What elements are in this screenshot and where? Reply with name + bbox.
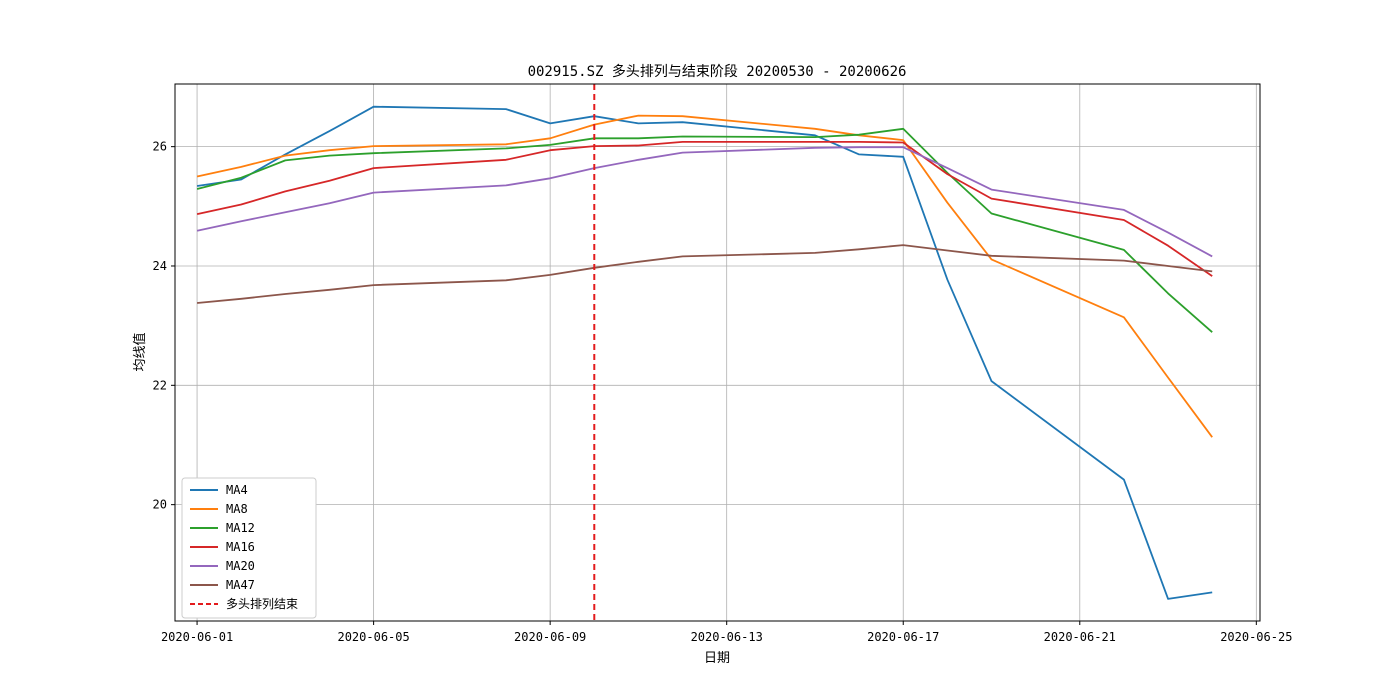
series-line-ma47 xyxy=(197,244,1213,304)
legend-label: MA8 xyxy=(226,502,248,516)
x-tick-label: 2020-06-25 xyxy=(1220,630,1292,644)
legend-label: MA4 xyxy=(226,483,248,497)
x-tick-label: 2020-06-09 xyxy=(514,630,586,644)
grid xyxy=(175,84,1260,621)
legend-label: MA20 xyxy=(226,559,255,573)
x-tick-label: 2020-06-13 xyxy=(691,630,763,644)
y-tick-label: 24 xyxy=(153,259,167,273)
y-tick-label: 22 xyxy=(153,378,167,392)
x-tick-label: 2020-06-05 xyxy=(337,630,409,644)
legend-box xyxy=(181,477,317,619)
x-tick-label: 2020-06-01 xyxy=(161,630,233,644)
series-line-ma16 xyxy=(196,140,1213,277)
series-line-ma4 xyxy=(196,105,1213,600)
x-tick-label: 2020-06-17 xyxy=(867,630,939,644)
y-tick-label: 20 xyxy=(153,498,167,512)
chart-title: 002915.SZ 多头排列与结束阶段 20200530 - 20200626 xyxy=(528,63,907,80)
y-tick-label: 26 xyxy=(153,140,167,154)
legend-label: MA16 xyxy=(226,540,255,554)
legend: MA4 MA8 MA12 MA16 MA20 MA47 多头排列结束 xyxy=(181,477,317,619)
plot-frame xyxy=(174,83,1261,622)
x-tick-label: 2020-06-21 xyxy=(1044,630,1116,644)
x-axis-title: 日期 xyxy=(704,651,730,666)
y-axis-title: 均线值 xyxy=(132,332,148,371)
series-line-ma20 xyxy=(196,146,1213,258)
x-axis: 2020-06-01 2020-06-05 2020-06-09 2020-06-13… xyxy=(161,621,1292,644)
series-line-ma12 xyxy=(196,127,1213,333)
series-layer xyxy=(196,105,1213,600)
legend-label: MA12 xyxy=(226,521,255,535)
y-axis: 20 22 24 26 xyxy=(153,140,175,512)
series-line-ma8 xyxy=(196,114,1213,438)
legend-label: 多头排列结束 xyxy=(226,597,298,611)
legend-label: MA47 xyxy=(226,578,255,592)
